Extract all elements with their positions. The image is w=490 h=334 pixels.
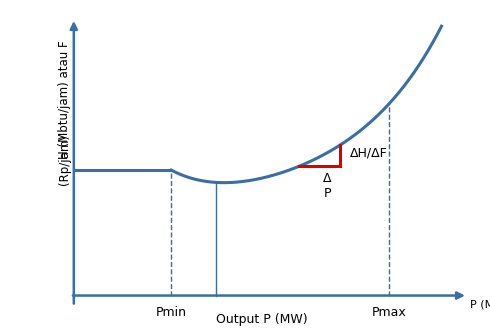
- Text: Δ
P: Δ P: [323, 172, 331, 200]
- Text: H (Mbtu/jam) atau F: H (Mbtu/jam) atau F: [58, 40, 71, 159]
- Text: Output P (MW): Output P (MW): [216, 313, 307, 326]
- Text: ΔH/ΔF: ΔH/ΔF: [349, 146, 388, 159]
- Text: P (MW): P (MW): [470, 300, 490, 310]
- Text: Pmax: Pmax: [371, 306, 406, 319]
- Text: Pmin: Pmin: [156, 306, 187, 319]
- Text: (Rp/jam): (Rp/jam): [58, 134, 71, 185]
